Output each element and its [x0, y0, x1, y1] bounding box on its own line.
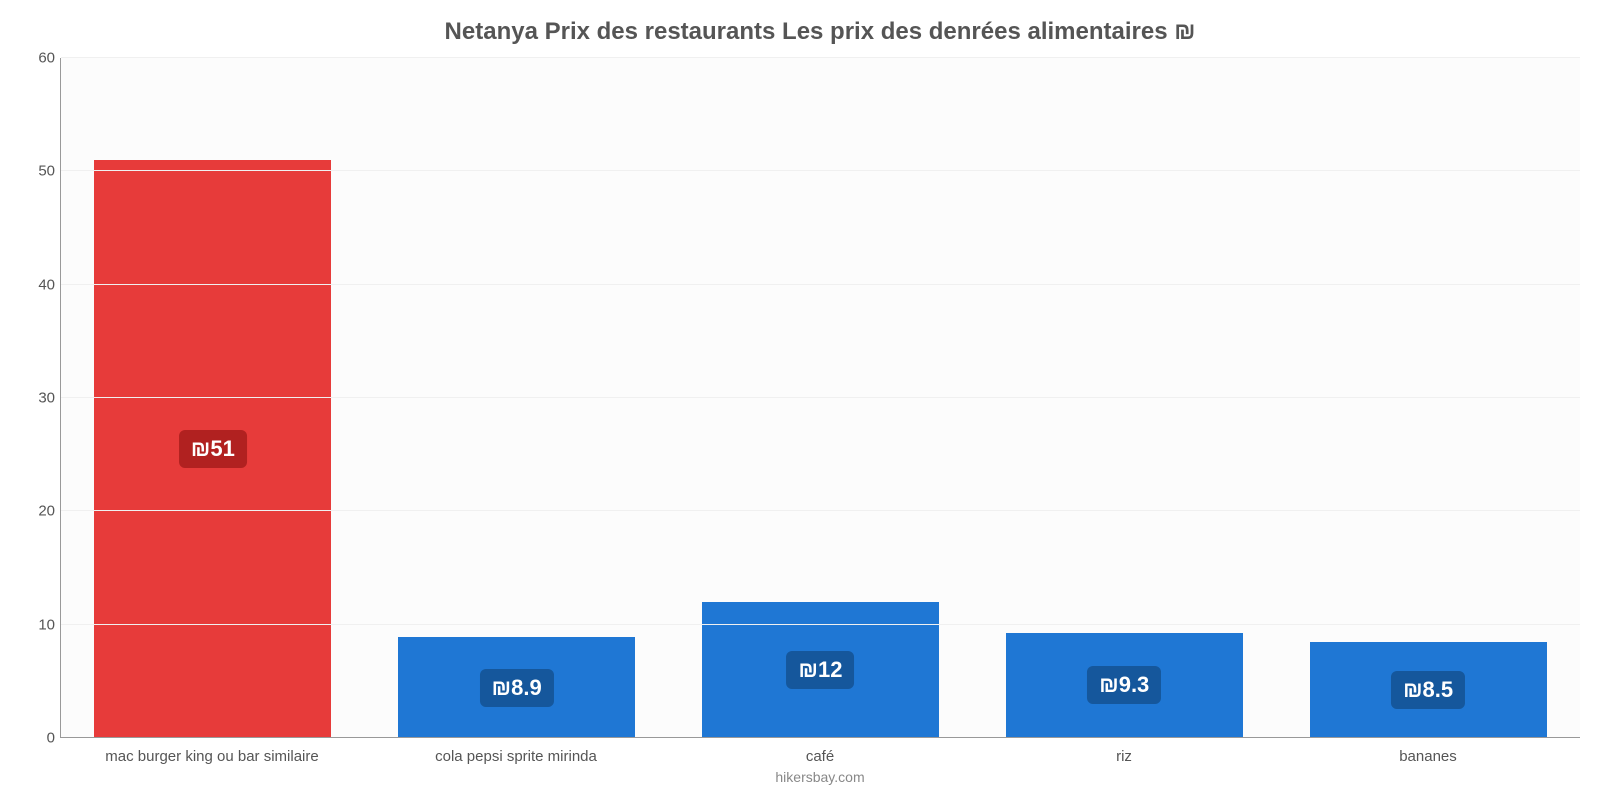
- value-badge: ₪51: [179, 430, 247, 468]
- price-bar-chart: Netanya Prix des restaurants Les prix de…: [0, 0, 1600, 800]
- x-axis-label: riz: [972, 744, 1276, 765]
- bar: ₪9.3: [1006, 633, 1243, 738]
- x-axis-label: bananes: [1276, 744, 1580, 765]
- gridline: [61, 284, 1580, 285]
- ytick-label: 40: [19, 276, 55, 293]
- value-badge: ₪9.3: [1087, 666, 1161, 704]
- gridline: [61, 510, 1580, 511]
- value-badge: ₪8.5: [1391, 671, 1465, 709]
- gridline: [61, 57, 1580, 58]
- ytick-label: 20: [19, 503, 55, 520]
- ytick-label: 30: [19, 390, 55, 407]
- bar: ₪8.5: [1310, 642, 1547, 738]
- ytick-label: 60: [19, 50, 55, 67]
- gridline: [61, 737, 1580, 738]
- bars-container: ₪51 ₪8.9 ₪12 ₪9.3 ₪8.5: [61, 58, 1580, 738]
- plot-area: ₪51₪8.9₪12₪9.3₪8.5 0102030405060: [60, 58, 1580, 738]
- bar-slot: ₪51: [61, 58, 365, 738]
- gridline: [61, 170, 1580, 171]
- value-badge: ₪12: [787, 651, 855, 689]
- chart-title: Netanya Prix des restaurants Les prix de…: [60, 18, 1580, 46]
- ytick-label: 0: [19, 730, 55, 747]
- bar-slot: ₪8.9: [365, 58, 669, 738]
- bar: ₪8.9: [398, 637, 635, 738]
- gridline: [61, 397, 1580, 398]
- x-axis-label: mac burger king ou bar similaire: [60, 744, 364, 765]
- bar: ₪51: [94, 160, 331, 738]
- chart-credit: hikersbay.com: [60, 769, 1580, 785]
- bar-slot: ₪8.5: [1276, 58, 1580, 738]
- bar: ₪12: [702, 602, 939, 738]
- x-axis-labels: mac burger king ou bar similairecola pep…: [60, 744, 1580, 765]
- ytick-label: 50: [19, 163, 55, 180]
- ytick-label: 10: [19, 616, 55, 633]
- x-axis-label: café: [668, 744, 972, 765]
- x-axis-label: cola pepsi sprite mirinda: [364, 744, 668, 765]
- bar-slot: ₪12: [669, 58, 973, 738]
- value-badge: ₪8.9: [480, 669, 554, 707]
- gridline: [61, 624, 1580, 625]
- bar-slot: ₪9.3: [972, 58, 1276, 738]
